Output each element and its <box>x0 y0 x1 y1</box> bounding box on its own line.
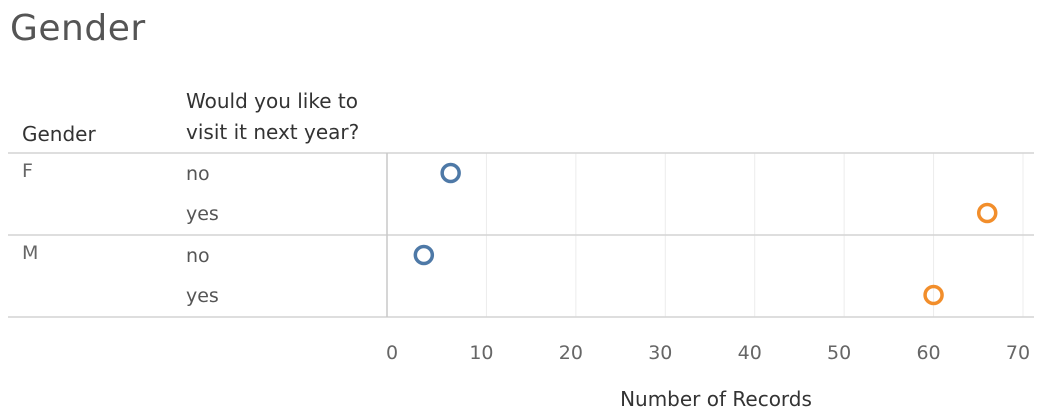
x-tick-label: 60 <box>916 342 940 364</box>
answer-label: yes <box>186 285 219 307</box>
visit-header-line-1: Would you like to <box>186 89 358 113</box>
data-point <box>923 284 944 306</box>
x-tick-label: 20 <box>559 342 583 364</box>
data-point <box>413 244 435 266</box>
x-tick-label: 70 <box>1006 342 1030 364</box>
data-point <box>440 162 461 184</box>
visit-header-line-2: visit it next year? <box>186 120 360 144</box>
gender-column-header: Gender <box>22 122 96 146</box>
x-tick-label: 10 <box>469 342 493 364</box>
visit-column-header: Would you like to visit it next year? <box>186 86 406 148</box>
answer-label: no <box>186 163 210 185</box>
answer-label: no <box>186 245 210 267</box>
x-tick-label: 50 <box>827 342 851 364</box>
x-axis-title: Number of Records <box>620 387 812 408</box>
gender-label: F <box>22 160 33 182</box>
chart-title: Gender <box>10 8 146 49</box>
x-tick-label: 30 <box>648 342 672 364</box>
gender-label: M <box>22 242 38 264</box>
answer-label: yes <box>186 203 219 225</box>
data-point <box>976 202 998 224</box>
x-tick-label: 40 <box>738 342 762 364</box>
x-tick-label: 0 <box>386 342 398 364</box>
